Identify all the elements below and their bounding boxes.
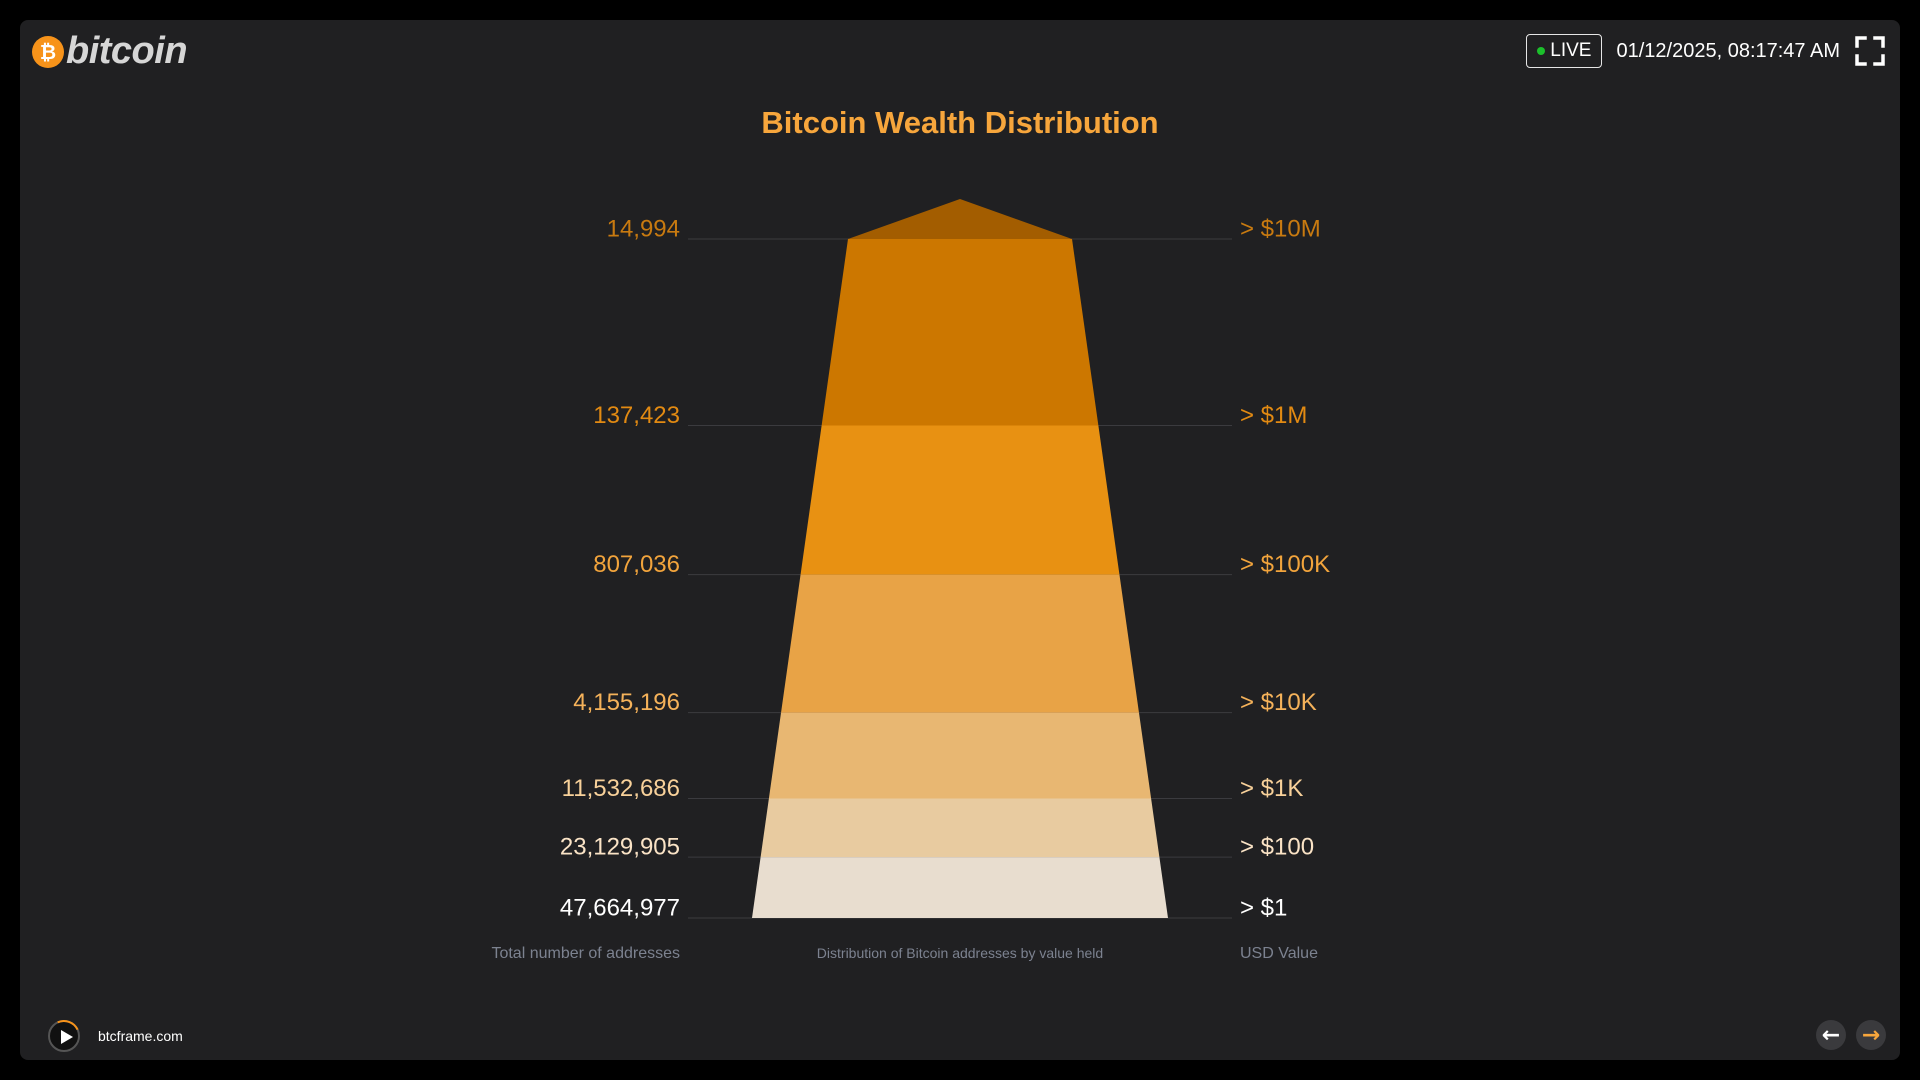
tier-labels: 14,994 > $10M 137,423 > $1M 807,036 > $100K 4,… <box>560 216 1330 922</box>
wealth-pyramid-chart: Bitcoin Wealth Distribution 14,994 > $10M… <box>491 105 1330 962</box>
bitcoin-coin-icon: ₿ <box>32 35 64 68</box>
frame: ₿ bitcoin LIVE 01/12/2025, 08:17:47 AM B… <box>20 20 1900 1060</box>
pyramid-tier <box>848 199 1072 239</box>
right-caption: USD Value <box>1240 945 1318 962</box>
usd-value-label: > $100 <box>1240 834 1314 861</box>
left-caption: Total number of addresses <box>491 945 680 962</box>
address-count-label: 4,155,196 <box>573 689 680 716</box>
center-caption: Distribution of Bitcoin addresses by val… <box>817 945 1103 961</box>
pyramid-tier <box>760 798 1160 858</box>
fullscreen-icon-graphic <box>1855 36 1885 66</box>
address-count-label: 47,664,977 <box>560 895 680 922</box>
fullscreen-icon[interactable] <box>1854 35 1886 67</box>
address-count-label: 14,994 <box>607 216 680 243</box>
usd-value-label: > $1 <box>1240 895 1287 922</box>
pyramid-tier <box>768 712 1152 799</box>
bitcoin-logo[interactable]: ₿ bitcoin <box>32 30 188 73</box>
address-count-label: 11,532,686 <box>562 775 680 802</box>
logo-text: bitcoin <box>66 30 188 72</box>
live-badge[interactable]: LIVE <box>1526 34 1603 68</box>
header-controls: LIVE 01/12/2025, 08:17:47 AM <box>1526 34 1886 68</box>
footer-left: btcframe.com <box>48 1020 183 1052</box>
chart-title: Bitcoin Wealth Distribution <box>761 105 1158 140</box>
datetime: 01/12/2025, 08:17:47 AM <box>1616 39 1840 62</box>
prev-arrow-icon[interactable]: ← <box>1816 1020 1846 1050</box>
live-label: LIVE <box>1550 40 1592 61</box>
next-arrow-icon[interactable]: → <box>1856 1020 1886 1050</box>
pyramid-tiers <box>752 199 1168 918</box>
usd-value-label: > $1M <box>1240 402 1307 429</box>
address-count-label: 807,036 <box>593 551 680 578</box>
address-count-label: 23,129,905 <box>560 834 680 861</box>
pyramid-tier <box>800 425 1120 575</box>
pyramid-tier <box>752 857 1168 918</box>
slide-navigation: ← → <box>1806 1020 1886 1050</box>
pyramid-tier <box>781 574 1139 713</box>
pyramid-tier <box>821 239 1099 426</box>
usd-value-label: > $10M <box>1240 216 1321 243</box>
live-dot-icon <box>1537 47 1546 55</box>
site-name[interactable]: btcframe.com <box>98 1028 183 1044</box>
usd-value-label: > $1K <box>1240 775 1303 802</box>
play-button[interactable] <box>48 1020 80 1052</box>
usd-value-label: > $10K <box>1240 689 1317 716</box>
usd-value-label: > $100K <box>1240 551 1330 578</box>
address-count-label: 137,423 <box>593 402 680 429</box>
